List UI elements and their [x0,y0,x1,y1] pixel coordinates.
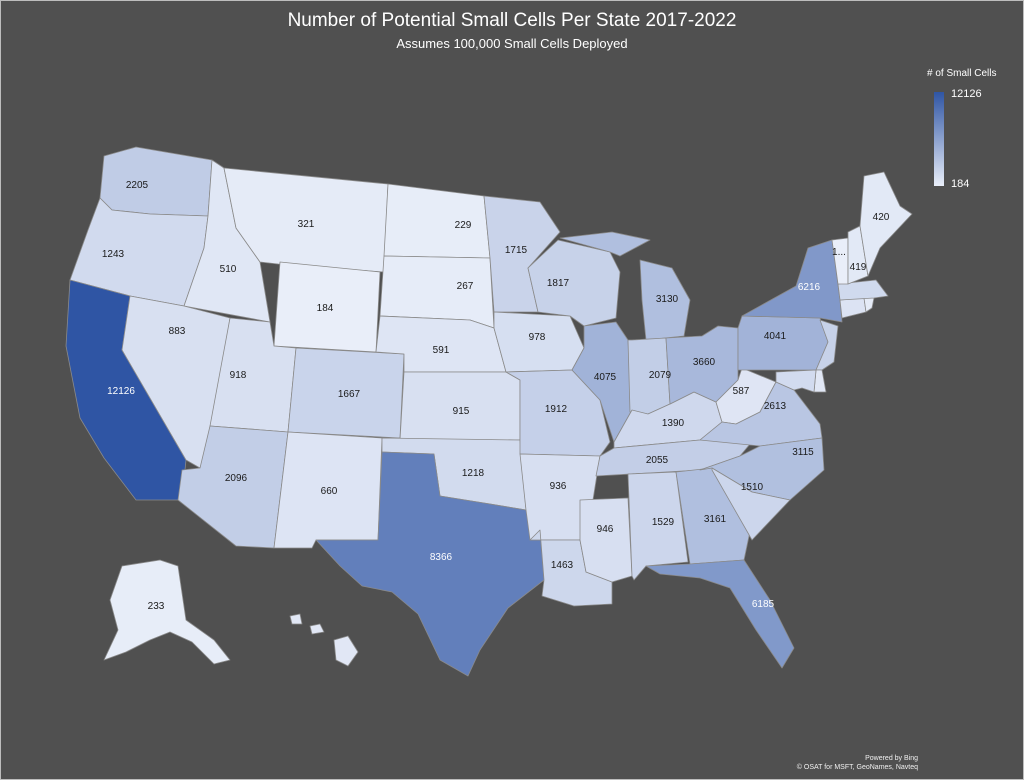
state-label-OH: 3660 [693,357,716,368]
state-label-OK: 1218 [462,468,485,479]
state-label-VT: 1... [832,247,846,258]
state-MI[interactable] [639,259,691,341]
state-label-NE: 591 [433,345,450,356]
state-label-ND: 229 [455,220,472,231]
state-label-MN: 1715 [505,245,528,256]
state-label-AR: 936 [550,481,567,492]
state-label-PA: 4041 [764,331,787,342]
state-label-GA: 3161 [704,514,727,525]
state-label-OR: 1243 [102,249,125,260]
legend-title: # of Small Cells [927,68,997,79]
states-layer [65,146,913,677]
state-RI[interactable] [863,297,875,313]
state-label-UT: 918 [230,370,247,381]
state-label-SC: 1510 [741,482,764,493]
state-NY[interactable] [741,239,843,323]
state-SC[interactable] [711,467,791,541]
legend-max-value: 12126 [951,88,982,100]
state-label-IN: 2079 [649,370,672,381]
state-label-KS: 915 [453,406,470,417]
state-label-NM: 660 [321,486,338,497]
state-TX[interactable] [315,451,545,677]
state-label-ME: 420 [873,212,890,223]
state-label-FL: 6185 [752,599,775,610]
map-credit: Powered by Bing © OSAT for MSFT, GeoName… [797,754,918,772]
state-label-VA: 2613 [764,401,787,412]
state-PA[interactable] [737,315,829,371]
state-label-WV: 587 [733,386,750,397]
map-subtitle: Assumes 100,000 Small Cells Deployed [396,36,628,51]
state-label-WY: 184 [317,303,334,314]
state-CT[interactable] [839,297,867,319]
state-label-SD: 267 [457,281,474,292]
state-ME[interactable] [859,171,913,277]
state-MA[interactable] [837,279,889,301]
state-WA[interactable] [99,146,213,217]
state-label-NH: 419 [850,262,867,273]
state-label-KY: 1390 [662,418,685,429]
state-MD[interactable] [775,369,817,393]
state-MI-upper[interactable] [559,231,651,257]
state-MS[interactable] [579,497,633,583]
legend-color-scale [934,92,944,186]
state-label-NY: 6216 [798,282,821,293]
legend-min-value: 184 [951,178,970,190]
state-label-LA: 1463 [551,560,574,571]
credit-sources: © OSAT for MSFT, GeoNames, Navteq [796,764,918,771]
state-label-CA: 12126 [107,386,135,397]
state-label-WA: 2205 [126,180,149,191]
state-label-TX: 8366 [430,552,453,563]
state-label-MT: 321 [298,219,315,230]
state-FL[interactable] [645,559,795,669]
state-label-AZ: 2096 [225,473,248,484]
state-labels-layer: 2205 1243 12126 510 883 321 184 918 2096 1667 660 2… [102,180,890,612]
state-label-IA: 978 [529,332,546,343]
state-label-MI: 3130 [656,294,679,305]
credit-powered-by: Powered by Bing [865,755,918,762]
state-label-CO: 1667 [338,389,361,400]
state-HI-islands[interactable] [289,613,325,635]
map-title: Number of Potential Small Cells Per Stat… [287,10,737,31]
state-WI[interactable] [527,239,621,327]
state-label-ID: 510 [220,264,237,275]
state-label-IL: 4075 [594,372,617,383]
state-AK[interactable] [103,559,231,665]
state-ND[interactable] [383,183,491,259]
state-label-MO: 1912 [545,404,568,415]
state-label-MS: 946 [597,524,614,535]
state-HI[interactable] [333,635,359,667]
state-label-TN: 2055 [646,455,669,466]
state-label-AK: 233 [148,601,165,612]
state-label-AL: 1529 [652,517,675,528]
state-label-WI: 1817 [547,278,570,289]
state-label-NV: 883 [169,326,186,337]
state-label-NC: 3115 [792,447,814,458]
